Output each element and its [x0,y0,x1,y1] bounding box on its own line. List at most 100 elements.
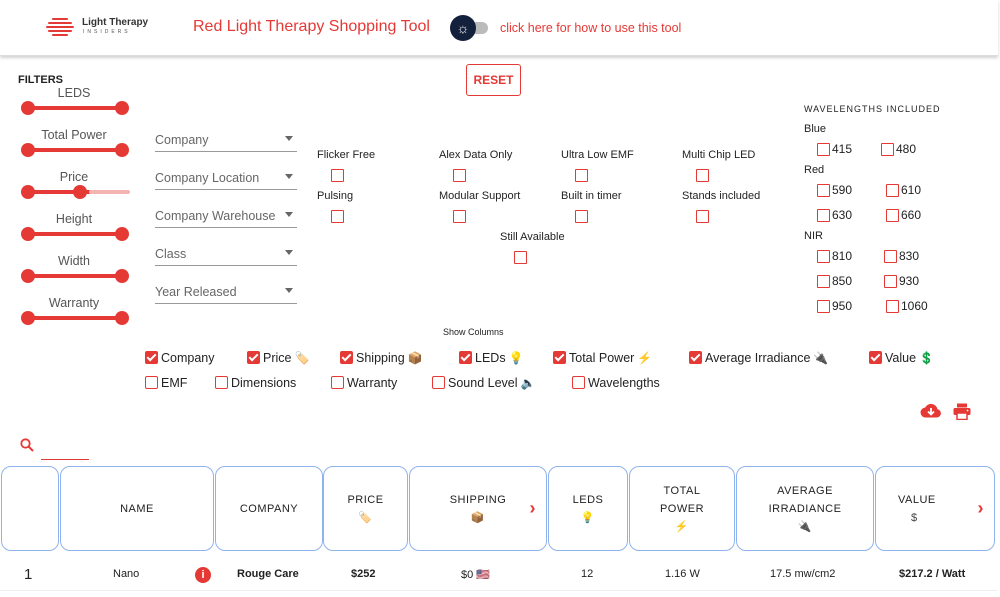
column-toggle-warranty[interactable]: Warranty [331,376,397,390]
slider-thumb-max[interactable] [115,311,129,325]
checkbox-unchecked-icon[interactable] [432,376,445,389]
slider-thumb-min[interactable] [21,185,35,199]
help-link[interactable]: click here for how to use this tool [500,21,682,35]
checkbox-checked-icon[interactable] [689,351,702,364]
wavelength-830[interactable]: 830 [884,249,919,264]
wavelength-checkbox[interactable] [817,250,830,264]
table-header-leds[interactable]: LEDS 💡 [548,466,628,551]
wavelength-810[interactable]: 810 [817,249,852,264]
select-company[interactable]: Company [155,130,297,152]
select-company-location[interactable]: Company Location [155,168,297,190]
wavelength-590[interactable]: 590 [817,183,852,198]
wavelength-checkbox[interactable] [817,300,830,314]
checkbox-checked-icon[interactable] [869,351,882,364]
table-header-value[interactable]: VALUE $ › [875,466,995,551]
checkbox-checked-icon[interactable] [459,351,472,364]
slider-track[interactable] [27,232,122,236]
column-toggle-value[interactable]: Value 💲 [869,351,934,365]
wavelength-checkbox[interactable] [884,275,897,289]
filter-stands-included-checkbox[interactable] [696,210,709,223]
select-company-warehouse[interactable]: Company Warehouse [155,206,297,228]
slider-thumb-max[interactable] [73,185,87,199]
column-toggle-shipping[interactable]: Shipping 📦 [340,351,423,365]
wavelength-660[interactable]: 660 [886,208,921,223]
chevron-right-icon[interactable]: › [529,498,536,518]
wavelength-checkbox[interactable] [886,184,899,198]
wavelength-checkbox[interactable] [817,275,830,289]
checkbox-unchecked-icon[interactable] [572,376,585,389]
column-toggle-emf[interactable]: EMF [145,376,187,390]
table-header-shipping[interactable]: SHIPPING 📦 › [409,466,547,551]
checkbox-checked-icon[interactable] [340,351,353,364]
chevron-right-icon[interactable]: › [977,498,984,518]
wavelength-checkbox[interactable] [817,143,830,157]
filter-alex-data-only-checkbox[interactable] [453,169,466,182]
row-company[interactable]: Rouge Care [237,568,299,580]
filter-still-available-checkbox[interactable] [514,251,527,264]
checkbox-checked-icon[interactable] [145,351,158,364]
wavelength-checkbox[interactable] [817,209,830,223]
slider-thumb-min[interactable] [21,269,35,283]
column-toggle-price[interactable]: Price 🏷️ [247,351,309,365]
print-icon[interactable] [953,403,971,425]
checkbox-checked-icon[interactable] [553,351,566,364]
slider-thumb-min[interactable] [21,101,35,115]
column-toggle-company[interactable]: Company [145,351,215,365]
checkbox-unchecked-icon[interactable] [215,376,228,389]
slider-track[interactable] [27,316,122,320]
column-toggle-total-power[interactable]: Total Power ⚡ [553,351,652,365]
header-label: LEDS [572,493,604,506]
filter-pulsing-checkbox[interactable] [331,210,344,223]
column-toggle-leds[interactable]: LEDs 💡 [459,351,524,365]
wavelength-930[interactable]: 930 [884,274,919,289]
search-input[interactable] [41,436,89,460]
wavelength-checkbox[interactable] [881,143,894,157]
wavelength-checkbox[interactable] [884,250,897,264]
slider-thumb-min[interactable] [21,227,35,241]
select-year-released[interactable]: Year Released [155,282,297,304]
column-toggle-average-irradiance[interactable]: Average Irradiance 🔌 [689,351,828,365]
slider-thumb-max[interactable] [115,269,129,283]
row-name[interactable]: Nano [113,568,140,580]
slider-track[interactable] [27,274,122,278]
wavelength-checkbox[interactable] [817,184,830,198]
filter-ultra-low-emf-checkbox[interactable] [575,169,588,182]
filter-built-in-timer-checkbox[interactable] [575,210,588,223]
table-header-total-power[interactable]: TOTAL POWER ⚡ [629,466,735,551]
info-icon[interactable]: i [195,567,211,583]
slider-track[interactable] [27,106,122,110]
wavelength-480[interactable]: 480 [881,142,916,157]
wavelength-610[interactable]: 610 [886,183,921,198]
reset-button[interactable]: RESET [466,64,521,96]
wavelength-850[interactable]: 850 [817,274,852,289]
checkbox-checked-icon[interactable] [247,351,260,364]
wavelength-checkbox[interactable] [886,300,899,314]
wavelength-415[interactable]: 415 [817,142,852,157]
table-header-price[interactable]: PRICE 🏷️ [323,466,408,551]
table-header-name[interactable]: NAME [60,466,214,551]
slider-thumb-min[interactable] [21,143,35,157]
table-header-company[interactable]: COMPANY [215,466,323,551]
filter-modular-support-checkbox[interactable] [453,210,466,223]
select-class[interactable]: Class [155,244,297,266]
cloud-download-icon[interactable] [920,402,942,425]
slider-thumb-max[interactable] [115,143,129,157]
wavelength-630[interactable]: 630 [817,208,852,223]
wavelength-checkbox[interactable] [886,209,899,223]
wavelength-950[interactable]: 950 [817,299,852,314]
theme-toggle[interactable]: ☼ [450,15,490,41]
checkbox-unchecked-icon[interactable] [331,376,344,389]
checkbox-unchecked-icon[interactable] [145,376,158,389]
slider-thumb-max[interactable] [115,101,129,115]
filter-multi-chip-led-checkbox[interactable] [696,169,709,182]
slider-track[interactable] [27,148,122,152]
slider-thumb-max[interactable] [115,227,129,241]
filter-flicker-free-checkbox[interactable] [331,169,344,182]
brand-logo[interactable]: Light Therapy INSIDERS [46,14,156,40]
wavelength-1060[interactable]: 1060 [886,299,928,314]
column-toggle-wavelengths[interactable]: Wavelengths [572,376,660,390]
table-header-average-irradiance[interactable]: AVERAGE IRRADIANCE 🔌 [736,466,874,551]
column-toggle-sound-level[interactable]: Sound Level 🔈 [432,376,535,390]
column-toggle-dimensions[interactable]: Dimensions [215,376,296,390]
slider-thumb-min[interactable] [21,311,35,325]
